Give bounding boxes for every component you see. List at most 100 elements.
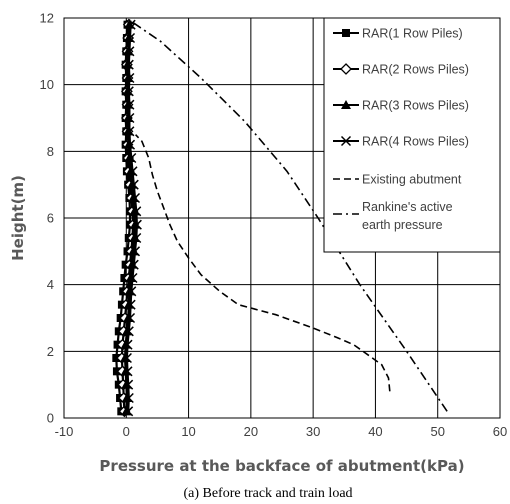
legend-label: Rankine's active earth pressure — [362, 200, 453, 232]
data-point — [124, 46, 135, 57]
x-marker-stroke — [124, 72, 135, 84]
series-line — [135, 134, 391, 392]
data-point — [121, 406, 132, 416]
data-point — [131, 219, 142, 230]
series-4 — [121, 19, 142, 417]
data-point — [125, 19, 136, 30]
data-point — [123, 86, 134, 97]
x-marker-stroke — [128, 179, 139, 190]
data-point — [121, 352, 132, 364]
data-point — [122, 366, 133, 377]
series-6 — [125, 18, 448, 412]
legend-label: RAR(2 Rows Piles) — [362, 63, 469, 77]
y-axis-title: Height(m) — [9, 175, 27, 261]
x-marker-stroke — [340, 135, 352, 147]
legend-label-line: earth pressure — [362, 218, 443, 232]
data-point — [131, 232, 142, 244]
x-tick-label: 0 — [123, 424, 130, 439]
triangle-marker — [341, 100, 351, 109]
x-marker-stroke — [127, 166, 138, 177]
x-tick-label: 20 — [244, 424, 258, 439]
data-point — [123, 326, 134, 337]
triangle-marker — [121, 406, 132, 416]
x-marker-stroke — [123, 392, 134, 404]
data-point — [123, 406, 134, 417]
legend-label: Existing abutment — [362, 173, 462, 187]
y-tick-label: 10 — [40, 77, 54, 92]
x-axis-title: Pressure at the backface of abutment(kPa… — [99, 457, 464, 475]
series-line — [125, 18, 448, 412]
x-marker-stroke — [123, 406, 134, 417]
y-tick-label: 12 — [40, 11, 54, 26]
y-tick-label: 2 — [47, 344, 54, 359]
x-marker-stroke — [124, 112, 135, 124]
legend-marker — [341, 100, 351, 109]
x-tick-label: -10 — [55, 424, 74, 439]
x-marker-stroke — [124, 46, 135, 57]
data-point — [127, 166, 138, 177]
diamond-marker — [340, 63, 352, 75]
x-marker-stroke — [124, 126, 135, 137]
x-marker-stroke — [123, 86, 134, 97]
data-point — [128, 179, 139, 190]
data-point — [126, 286, 137, 297]
data-point — [131, 206, 142, 217]
data-point — [128, 259, 139, 270]
legend-entry: Rankine's active earth pressure — [333, 200, 453, 232]
x-marker-stroke — [124, 99, 135, 110]
legend-marker — [342, 29, 350, 37]
x-marker-stroke — [125, 299, 136, 310]
x-marker-stroke — [129, 192, 141, 204]
data-point — [122, 339, 133, 350]
x-tick-label: 40 — [368, 424, 382, 439]
legend: RAR(1 Row Piles) RAR(2 Rows Piles) RAR(3 R… — [323, 17, 501, 253]
x-marker-stroke — [131, 219, 142, 230]
data-point — [124, 139, 136, 150]
series-layer — [112, 18, 448, 418]
data-point — [124, 126, 135, 137]
square-marker — [342, 29, 350, 37]
x-marker-stroke — [126, 152, 137, 164]
y-tick-label: 8 — [47, 144, 54, 159]
data-point — [125, 299, 136, 310]
x-marker-stroke — [121, 352, 132, 364]
x-marker-stroke — [126, 286, 137, 297]
x-marker-stroke — [131, 232, 142, 244]
data-point — [123, 59, 134, 70]
x-marker-stroke — [122, 366, 133, 377]
data-point — [129, 192, 141, 204]
legend-entry: Existing abutment — [333, 173, 462, 187]
data-point — [123, 392, 134, 404]
x-marker-stroke — [122, 339, 133, 350]
y-axis-ticks: 0 2 4 6 8 10 12 — [40, 11, 54, 426]
series-5 — [135, 134, 391, 392]
x-tick-label: 50 — [430, 424, 444, 439]
series-line — [125, 24, 139, 412]
data-point — [124, 32, 136, 44]
y-tick-label: 4 — [47, 277, 54, 292]
data-point — [124, 112, 135, 124]
data-point — [127, 272, 138, 284]
y-tick-label: 0 — [47, 411, 54, 426]
legend-label: RAR(1 Row Piles) — [362, 27, 463, 41]
legend-box — [323, 17, 501, 253]
legend-label: RAR(3 Rows Piles) — [362, 99, 469, 113]
legend-marker — [340, 63, 352, 75]
x-tick-label: 30 — [306, 424, 320, 439]
x-marker-stroke — [131, 206, 142, 217]
x-marker-stroke — [129, 246, 141, 257]
x-marker-stroke — [125, 19, 136, 30]
legend-entry: RAR(1 Row Piles) — [333, 27, 463, 41]
legend-entry: RAR(3 Rows Piles) — [333, 99, 469, 113]
legend-label-line: Rankine's active — [362, 200, 453, 214]
x-tick-label: 60 — [493, 424, 507, 439]
x-marker-stroke — [128, 259, 139, 270]
x-axis-ticks: -10 0 10 20 30 40 50 60 — [55, 424, 508, 439]
figure-caption: (a) Before track and train load — [183, 486, 352, 501]
x-marker-stroke — [127, 272, 138, 284]
data-point — [123, 379, 134, 390]
data-point — [126, 152, 137, 164]
data-point — [124, 72, 135, 84]
x-marker-stroke — [123, 59, 134, 70]
